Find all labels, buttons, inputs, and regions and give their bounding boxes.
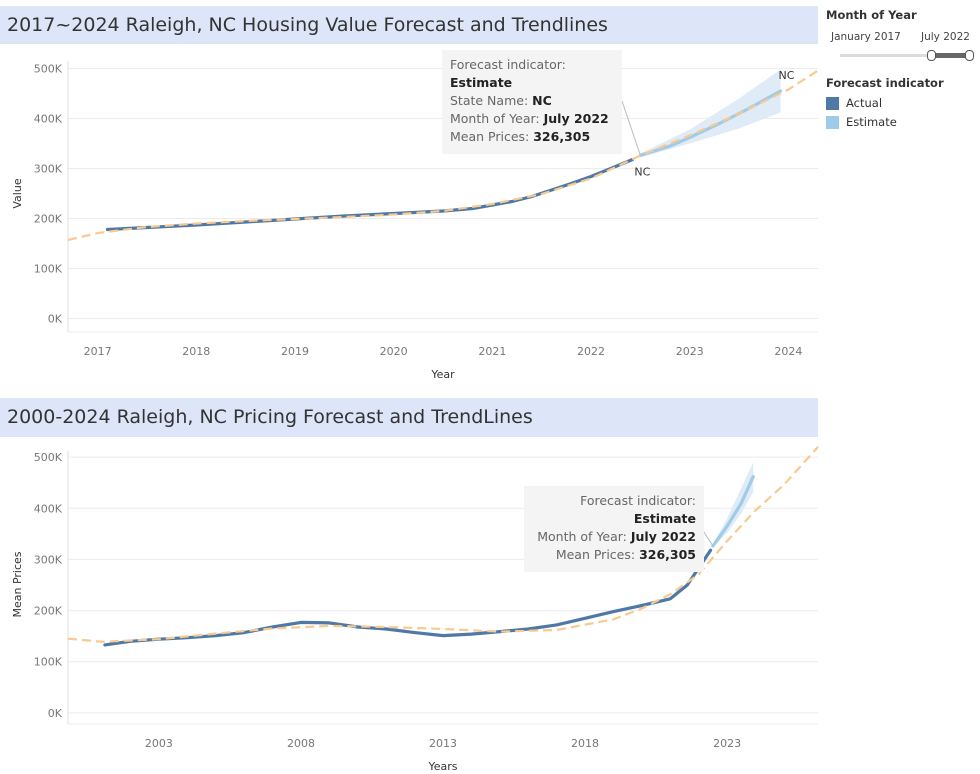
x-tick-label: 2018: [571, 737, 599, 750]
x-tick-label: 2022: [577, 345, 605, 358]
filter-end-label: July 2022: [921, 31, 970, 43]
x-axis-title: Years: [427, 760, 457, 773]
tooltip-housing-value: Forecast indicator: Estimate State Name:…: [442, 50, 622, 154]
legend: Forecast indicator Actual Estimate: [826, 76, 976, 129]
slider-handle-end[interactable]: [965, 50, 974, 61]
filter-start-label: January 2017: [831, 31, 901, 43]
y-tick-label: 300K: [34, 163, 63, 176]
y-tick-label: 0K: [48, 313, 63, 326]
x-tick-label: 2023: [713, 737, 741, 750]
tooltip-state-label: State Name:: [450, 93, 529, 108]
estimate-range-band: [640, 69, 781, 158]
slider-track[interactable]: [840, 54, 968, 57]
x-tick-label: 2024: [774, 345, 802, 358]
tooltip-leader-line: [621, 100, 641, 156]
y-axis-title: Mean Prices: [11, 551, 24, 617]
x-tick-label: 2013: [429, 737, 457, 750]
x-tick-label: 2020: [380, 345, 408, 358]
x-tick-label: 2017: [84, 345, 112, 358]
tooltip-leader-line: [703, 531, 714, 547]
y-tick-label: 200K: [34, 605, 63, 618]
y-axis-title: Value: [11, 178, 24, 208]
x-tick-label: 2023: [676, 345, 704, 358]
x-axis-title: Year: [430, 368, 455, 381]
slider-handle-start[interactable]: [927, 50, 936, 61]
x-tick-label: 2008: [287, 737, 315, 750]
tooltip-month-value: July 2022: [630, 529, 696, 544]
tooltip-month-value: July 2022: [543, 111, 609, 126]
y-tick-label: 100K: [34, 656, 63, 669]
tooltip-price-label: Mean Prices:: [555, 547, 636, 562]
trendline[interactable]: [67, 446, 819, 643]
chart-title-pricing: 2000-2024 Raleigh, NC Pricing Forecast a…: [0, 398, 818, 437]
y-tick-label: 500K: [34, 451, 63, 464]
tooltip-price-value: 326,305: [639, 547, 696, 562]
pricing-chart[interactable]: 0K 100K 200K 300K 400K 500K 2003 2008 2013 2018 20…: [0, 437, 820, 774]
y-tick-label: 400K: [34, 113, 63, 126]
forecast-end-label: NC: [779, 69, 795, 82]
legend-label-actual: Actual: [846, 96, 883, 110]
legend-title: Forecast indicator: [826, 76, 944, 90]
y-tick-label: 0K: [48, 707, 63, 720]
series-line-actual[interactable]: [103, 548, 713, 647]
tooltip-indicator-value: Estimate: [633, 511, 696, 526]
housing-value-chart[interactable]: 0K 100K 200K 300K 400K 500K 2017 2018 2019 2020 20…: [0, 44, 820, 384]
tooltip-indicator-label: Forecast indicator:: [450, 57, 566, 72]
tooltip-price-label: Mean Prices:: [450, 129, 530, 144]
y-tick-label: 500K: [34, 63, 63, 76]
legend-swatch-estimate: [826, 116, 839, 129]
y-tick-label: 400K: [34, 502, 63, 515]
x-tick-label: 2019: [281, 345, 309, 358]
tooltip-pricing: Forecast indicator: Estimate Month of Ye…: [524, 486, 704, 572]
estimate-range-band: [712, 462, 754, 549]
tooltip-month-label: Month of Year:: [450, 111, 540, 126]
series-end-label: NC: [634, 165, 650, 178]
legend-item-actual[interactable]: Actual: [826, 96, 976, 110]
x-tick-label: 2021: [478, 345, 506, 358]
y-tick-label: 200K: [34, 213, 63, 226]
tooltip-state-value: NC: [532, 93, 552, 108]
legend-label-estimate: Estimate: [846, 115, 897, 129]
filter-title: Month of Year: [826, 8, 917, 22]
x-tick-label: 2018: [182, 345, 210, 358]
y-tick-label: 100K: [34, 263, 63, 276]
trendline[interactable]: [67, 69, 819, 242]
y-tick-label: 300K: [34, 553, 63, 566]
legend-swatch-actual: [826, 97, 839, 110]
x-tick-label: 2003: [145, 737, 173, 750]
series-line-actual[interactable]: [105, 157, 635, 232]
tooltip-month-label: Month of Year:: [537, 529, 627, 544]
series-line-estimate[interactable]: [711, 475, 755, 548]
tooltip-indicator-label: Forecast indicator:: [580, 493, 696, 508]
tooltip-price-value: 326,305: [533, 129, 591, 144]
chart-title-housing-value: 2017~2024 Raleigh, NC Housing Value Fore…: [0, 6, 818, 44]
month-filter: Month of Year January 2017 July 2022: [826, 8, 976, 68]
legend-item-estimate[interactable]: Estimate: [826, 115, 976, 129]
slider-range: [930, 53, 968, 58]
tooltip-indicator-value: Estimate: [450, 75, 513, 90]
